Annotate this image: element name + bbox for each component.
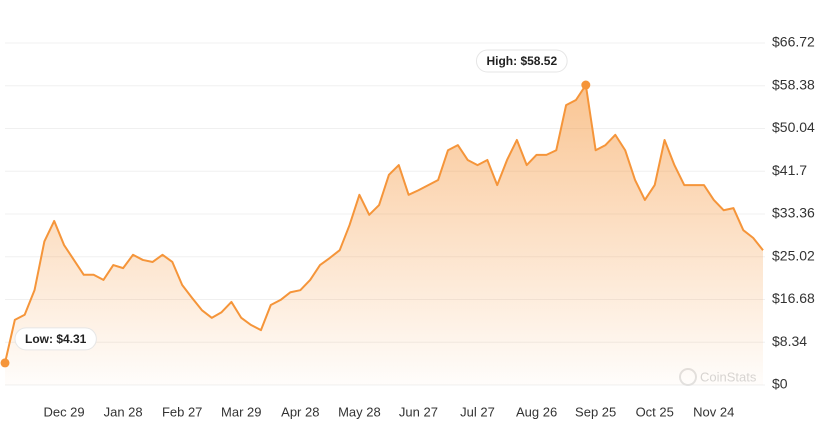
y-tick-label: $8.34 [772,333,807,349]
annotation-point [0,358,10,368]
x-tick-label: Feb 27 [162,404,202,419]
x-tick-label: Dec 29 [43,404,84,419]
plot: CoinStats [0,80,764,386]
annotation-box [14,327,97,351]
line [4,84,764,364]
x-tick-label: Apr 28 [281,404,319,419]
annotation-point [581,80,591,90]
x-tick-label: Jul 27 [460,404,495,419]
y-tick-label: $66.72 [772,34,815,50]
x-tick-label: May 28 [338,404,381,419]
labels: $0 $8.34 $16.68 $25.02 $33.36 $41.7 $50.04 $58.… [14,34,815,419]
x-tick-label: Nov 24 [693,404,734,419]
y-tick-label: $41.7 [772,162,807,178]
y-tick-label: $58.38 [772,76,815,92]
annotation: Low: $4.31 [14,327,97,351]
y-tick-label: $0 [772,376,788,392]
annotation: High: $58.52 [475,49,568,73]
y-tick-label: $16.68 [772,290,815,306]
annotation-label: Low: $4.31 [25,332,87,346]
y-tick-label: $25.02 [772,247,815,263]
y-tick-label: $50.04 [772,119,815,135]
area [5,85,763,385]
x-tick-label: Aug 26 [516,404,557,419]
x-tick-label: Jun 27 [399,404,438,419]
x-tick-label: Sep 25 [575,404,616,419]
annotation-box [475,49,568,73]
y-tick-label: $33.36 [772,205,815,221]
x-tick-label: Jan 28 [104,404,143,419]
x-tick-label: Oct 25 [636,404,674,419]
annotation-label: High: $58.52 [486,54,557,68]
x-tick-label: Mar 29 [221,404,261,419]
